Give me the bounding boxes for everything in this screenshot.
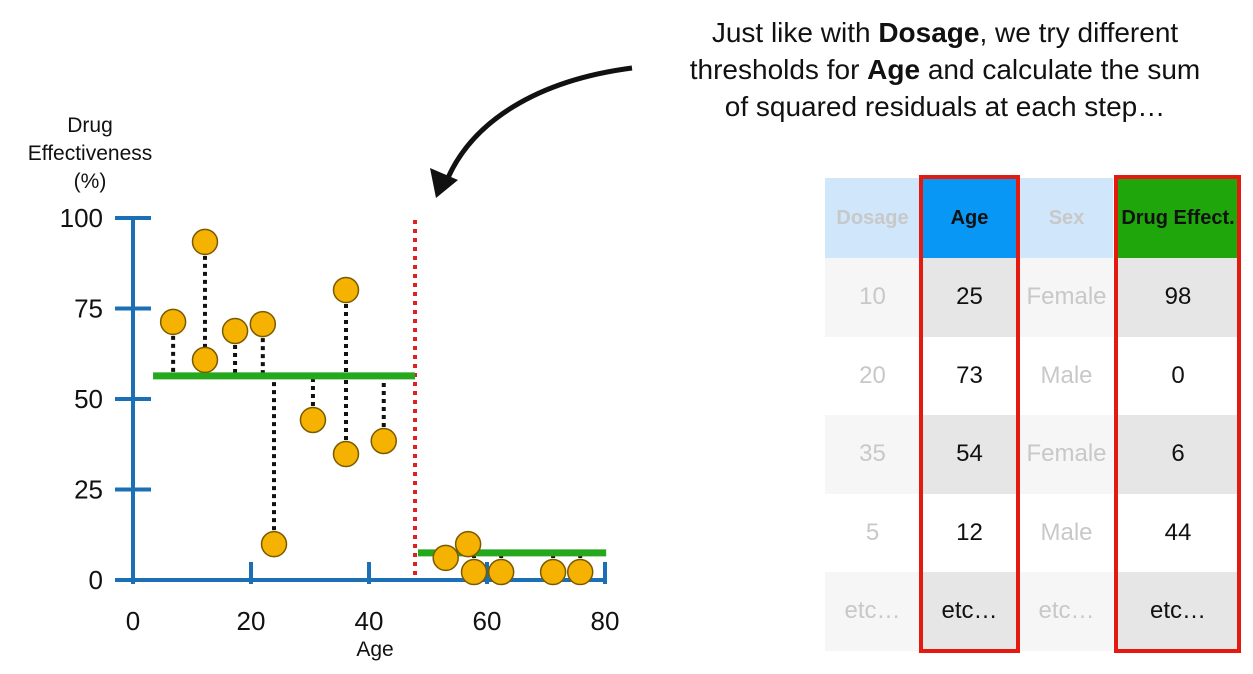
cell: 98 <box>1118 258 1238 337</box>
cell: etc… <box>825 572 920 651</box>
y-tick-label: 100 <box>60 203 103 233</box>
drug-effect-highlight-box <box>1114 175 1241 653</box>
x-tick-label: 0 <box>126 606 140 636</box>
cell: Male <box>1020 336 1113 415</box>
data-point <box>159 308 187 336</box>
x-tick-label: 80 <box>591 606 620 636</box>
header-sex: Sex <box>1020 178 1113 258</box>
cell: 0 <box>1118 336 1238 415</box>
x-tick-label: 40 <box>355 606 384 636</box>
data-point <box>370 427 397 455</box>
x-tick-label: 20 <box>237 606 266 636</box>
cell: 25 <box>922 258 1017 337</box>
cell: Male <box>1020 493 1113 572</box>
cell: etc… <box>1118 572 1238 651</box>
data-point <box>299 406 327 434</box>
caption-text: Just like with Dosage, we try different … <box>689 17 1201 122</box>
cell: Female <box>1020 258 1113 337</box>
arrow-curve <box>442 65 633 186</box>
data-point <box>221 317 249 345</box>
column-age: Age 25 73 54 12 etc… <box>922 178 1017 651</box>
data-point <box>539 558 567 586</box>
header-dosage: Dosage <box>825 178 920 258</box>
cell: 35 <box>825 415 920 494</box>
data-point <box>566 558 594 586</box>
cell: 6 <box>1118 415 1238 494</box>
cell: 73 <box>922 336 1017 415</box>
data-point <box>432 544 459 572</box>
age-highlight-box <box>919 175 1020 653</box>
cell: etc… <box>1020 572 1113 651</box>
x-tick-label: 60 <box>473 606 502 636</box>
cell: etc… <box>922 572 1017 651</box>
y-tick-label: 50 <box>74 384 103 414</box>
data-point <box>332 276 360 304</box>
arrow-head-icon <box>430 168 458 198</box>
column-drug-effect: Drug Effect. 98 0 6 44 etc… <box>1118 178 1238 651</box>
data-point <box>260 530 288 558</box>
cell: 20 <box>825 336 920 415</box>
cell: 12 <box>922 493 1017 572</box>
cell: 5 <box>825 493 920 572</box>
y-tick-label: 25 <box>74 475 103 505</box>
cell: 44 <box>1118 493 1238 572</box>
header-drug-effect: Drug Effect. <box>1118 178 1238 258</box>
data-point <box>191 228 219 256</box>
column-sex: Sex Female Male Female Male etc… <box>1020 178 1113 651</box>
data-point <box>454 530 482 558</box>
data-point <box>191 346 219 374</box>
data-point <box>249 310 277 338</box>
data-point <box>487 558 515 586</box>
y-axis-label: Drug Effectiveness (%) <box>27 114 153 193</box>
cell: 54 <box>922 415 1017 494</box>
y-tick-label: 75 <box>74 294 103 324</box>
x-axis-label: Age <box>356 638 394 661</box>
cell: Female <box>1020 415 1113 494</box>
cell: 10 <box>825 258 920 337</box>
column-dosage: Dosage 10 20 35 5 etc… <box>825 178 920 651</box>
header-age: Age <box>922 178 1017 258</box>
data-point <box>460 558 488 586</box>
data-point <box>332 440 360 468</box>
y-tick-label: 0 <box>89 565 103 595</box>
